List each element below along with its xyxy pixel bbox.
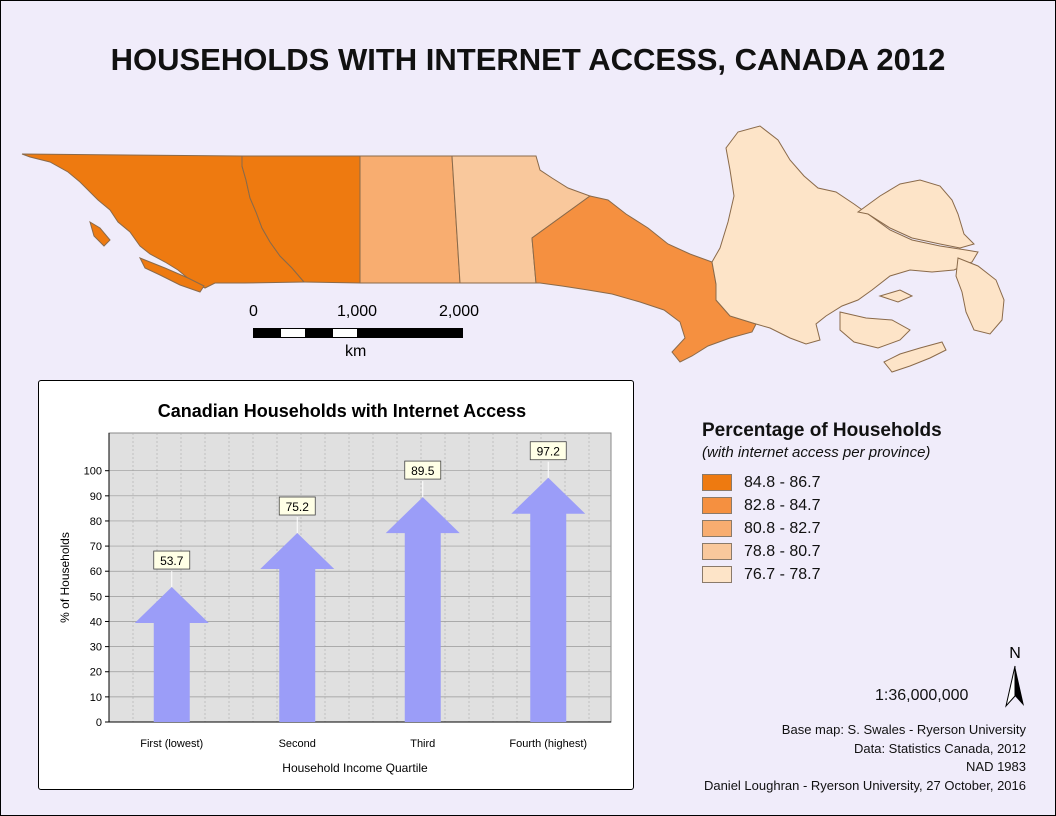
value-label: 53.7 — [160, 554, 184, 568]
legend-item: 78.8 - 80.7 — [702, 540, 1022, 563]
legend-label: 82.8 - 84.7 — [744, 496, 821, 514]
scale-unit: km — [345, 343, 367, 360]
y-axis-label: % of Households — [58, 532, 72, 623]
y-tick-label: 20 — [90, 667, 102, 679]
credit-line: NAD 1983 — [966, 759, 1026, 774]
scale-label-2000: 2,000 — [439, 303, 480, 320]
bar-arrow — [134, 587, 209, 722]
north-label: N — [1009, 645, 1021, 662]
credit-line: Data: Statistics Canada, 2012 — [854, 740, 1026, 756]
y-tick-label: 90 — [90, 491, 102, 503]
legend-swatch — [702, 566, 732, 583]
value-label: 89.5 — [411, 464, 435, 478]
scale-segment — [357, 328, 463, 338]
y-tick-label: 40 — [90, 616, 102, 628]
legend: Percentage of Households (with internet … — [702, 420, 1022, 586]
credits: Base map: S. Swales - Ryerson University… — [704, 721, 1026, 795]
credit-line: Daniel Loughran - Ryerson University, 27… — [703, 777, 1026, 793]
y-tick-label: 100 — [84, 466, 102, 478]
scale-label-0: 0 — [249, 303, 258, 320]
y-tick-label: 0 — [96, 717, 102, 729]
y-tick-label: 80 — [90, 516, 102, 528]
credit-line: Base map: S. Swales - Ryerson University — [781, 722, 1026, 737]
category-label: First (lowest) — [140, 738, 203, 750]
chart-panel: 0 10 20 30 40 50 60 70 80 90 100 Canadian Household… — [38, 380, 634, 790]
scale-bar: 0 1,000 2,000 km — [249, 303, 513, 363]
value-label: 75.2 — [286, 500, 310, 514]
x-axis-label: Household Income Quartile — [282, 761, 428, 775]
legend-item: 84.8 - 86.7 — [702, 471, 1022, 494]
plot-area — [108, 432, 612, 723]
representative-fraction: 1:36,000,000 — [875, 687, 969, 704]
scale-segment — [280, 328, 306, 338]
scale-label-1000: 1,000 — [337, 303, 378, 320]
province-quebec[interactable] — [711, 125, 979, 345]
category-label: Fourth (highest) — [509, 738, 587, 750]
value-label-box — [529, 441, 567, 461]
scale-segment — [305, 328, 333, 338]
value-label-box — [278, 496, 316, 516]
y-tick-label: 60 — [90, 566, 102, 578]
category-label: Second — [279, 738, 316, 750]
map-title: HOUSEHOLDS WITH INTERNET ACCESS, CANADA … — [110, 42, 946, 77]
legend-item: 80.8 - 82.7 — [702, 517, 1022, 540]
legend-label: 78.8 - 80.7 — [744, 542, 821, 560]
bar-arrow — [511, 477, 586, 722]
legend-title: Percentage of Households — [702, 420, 942, 441]
bar-chart: 0 10 20 30 40 50 60 70 80 90 100 Canadian Household… — [58, 401, 612, 775]
north-arrow-icon: N — [1005, 645, 1024, 708]
value-label: 97.2 — [537, 445, 561, 459]
haida-gwaii — [89, 220, 111, 247]
north-arrow-right — [1015, 666, 1024, 706]
province-saskatchewan[interactable] — [359, 155, 461, 284]
y-tick-label: 70 — [90, 541, 102, 553]
legend-label: 76.7 - 78.7 — [744, 565, 821, 583]
legend-label: 80.8 - 82.7 — [744, 519, 821, 537]
value-label-box — [153, 550, 191, 570]
legend-swatch — [702, 543, 732, 560]
scale-segment — [253, 328, 281, 338]
bar-arrow — [260, 533, 335, 722]
legend-swatch — [702, 520, 732, 537]
legend-item: 76.7 - 78.7 — [702, 563, 1022, 586]
scale-segment — [332, 328, 358, 338]
bar-arrow — [385, 497, 460, 722]
legend-items: 84.8 - 86.7 82.8 - 84.7 80.8 - 82.7 78.8… — [702, 471, 1022, 586]
province-manitoba[interactable] — [451, 155, 592, 284]
chart-title: Canadian Households with Internet Access — [158, 401, 526, 421]
y-tick-label: 30 — [90, 642, 102, 654]
province-ontario[interactable] — [531, 195, 757, 363]
y-tick-label: 10 — [90, 692, 102, 704]
y-tick-label: 50 — [90, 591, 102, 603]
legend-swatch — [702, 474, 732, 491]
province-atlantic[interactable] — [839, 179, 1005, 373]
value-label-box — [404, 460, 442, 480]
legend-swatch — [702, 497, 732, 514]
north-arrow-left — [1005, 665, 1016, 708]
legend-item: 82.8 - 84.7 — [702, 494, 1022, 517]
legend-subtitle: (with internet access per province) — [702, 444, 931, 461]
category-label: Third — [410, 738, 435, 750]
legend-label: 84.8 - 86.7 — [744, 473, 821, 491]
vancouver-island — [138, 257, 205, 293]
